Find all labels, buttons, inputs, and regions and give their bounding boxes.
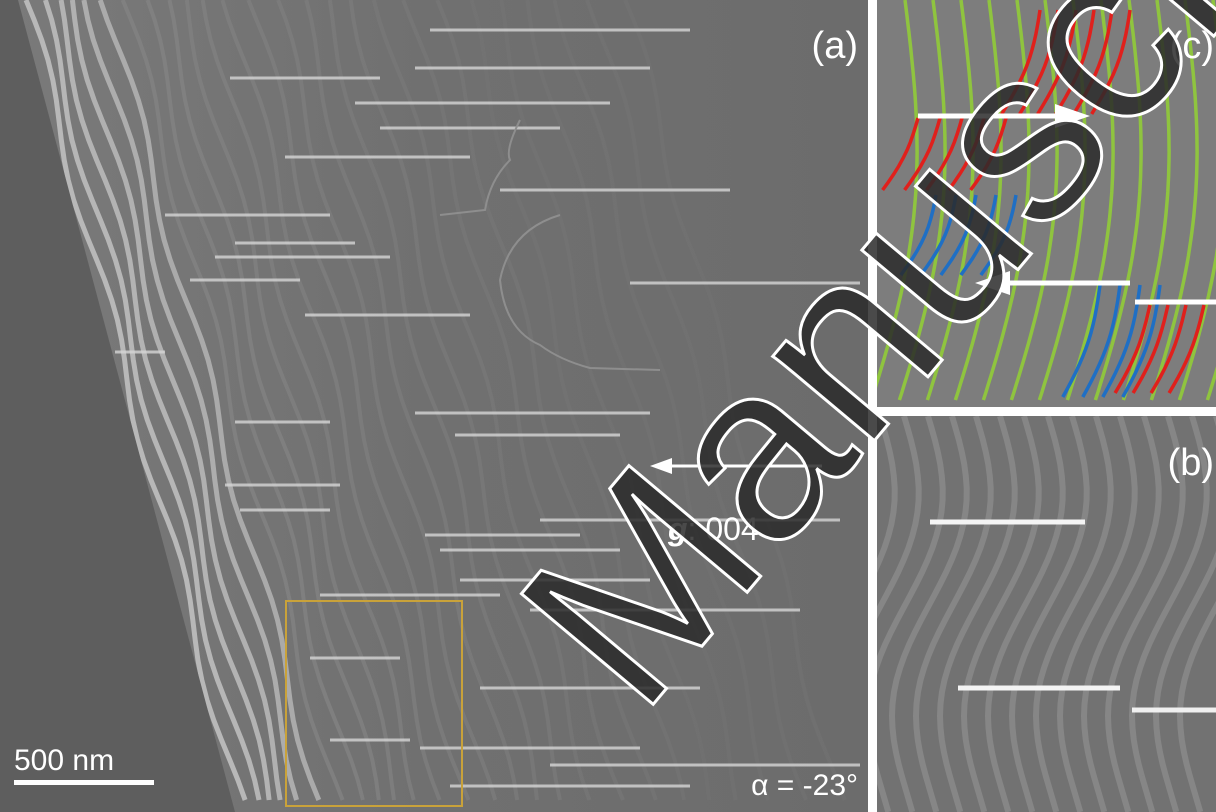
panel-a: (a) g: 004 500 nm α = -23° <box>0 0 868 812</box>
fringe-trace <box>1018 9 1060 115</box>
fringe <box>58 0 272 801</box>
panel-label: (c) <box>1170 25 1214 67</box>
fringe-trace <box>1167 304 1206 394</box>
fringe-trace <box>903 117 942 192</box>
fringe <box>220 0 442 801</box>
fringe-trace <box>1000 9 1042 115</box>
fringe <box>1008 416 1090 812</box>
fringe <box>81 0 299 801</box>
fringe <box>23 0 248 801</box>
arrow-head <box>650 458 672 474</box>
fringe <box>1176 600 1216 812</box>
fringe <box>1032 416 1114 812</box>
fringe-trace <box>899 194 938 277</box>
fringe-trace <box>1009 0 1059 401</box>
fringe-trace <box>1072 9 1114 115</box>
fringe-trace <box>925 0 975 401</box>
vacuum <box>0 0 235 812</box>
fringe <box>552 0 771 801</box>
panel-label: (a) <box>812 25 858 67</box>
fringe <box>435 0 658 801</box>
fringe <box>888 416 970 812</box>
fringe-trace <box>1065 0 1115 401</box>
fringe-trace <box>881 117 920 192</box>
fringe <box>348 0 562 801</box>
fringe <box>1128 416 1210 812</box>
fringe <box>469 0 687 801</box>
traced-fringes <box>877 0 1216 401</box>
fringe <box>276 0 498 801</box>
fringe-trace <box>925 117 964 192</box>
fringe <box>1104 416 1186 812</box>
fringe-trace <box>1177 0 1216 401</box>
inset-box <box>285 600 463 807</box>
fringe <box>1056 416 1138 812</box>
fringe <box>401 0 625 801</box>
panel-b: (b) <box>877 416 1216 812</box>
fringe-trace <box>969 117 1008 192</box>
arrow-head <box>975 271 1010 295</box>
fringe-trace <box>1081 284 1122 398</box>
fringe-trace <box>1061 284 1102 398</box>
fringe <box>327 0 539 801</box>
dislocations <box>115 28 860 788</box>
g-vector-label: g: 004 <box>667 511 759 547</box>
fringe <box>877 416 946 812</box>
fringe-trace <box>1149 0 1199 401</box>
fringe <box>43 0 262 801</box>
fringe <box>877 416 922 620</box>
fringe-trace <box>1093 0 1143 401</box>
fringe-trace <box>1131 304 1170 394</box>
thickness-fringes <box>877 416 1216 812</box>
fringe <box>936 416 1018 812</box>
fringe <box>145 0 365 801</box>
fringe-trace <box>1054 9 1096 115</box>
fringe <box>371 0 592 801</box>
fringe <box>1080 416 1162 812</box>
fringe <box>877 416 898 574</box>
arrow-head <box>1055 104 1090 128</box>
fringe <box>585 0 808 801</box>
fringe-trace <box>979 194 1018 277</box>
loop-line <box>439 119 661 371</box>
tilt-label: α = -23° <box>751 769 858 802</box>
fringe <box>200 0 416 801</box>
fringe <box>499 0 711 801</box>
fringe-trace <box>1113 304 1152 394</box>
g-symbol: g <box>667 511 688 547</box>
fringe-trace <box>1149 304 1188 394</box>
fringe <box>69 0 283 801</box>
fringe <box>246 0 471 801</box>
fringe-trace <box>953 0 1003 401</box>
fringe-trace <box>959 194 998 277</box>
fringe <box>167 0 381 801</box>
fringe <box>120 0 345 801</box>
panel-c: (c) <box>877 0 1216 407</box>
fringe-trace <box>947 117 986 192</box>
fringe <box>184 0 396 801</box>
fringe-trace <box>1090 9 1132 115</box>
fringe-trace <box>1036 9 1078 115</box>
fringe <box>960 416 1042 812</box>
scale-label: 500 nm <box>14 744 114 777</box>
g-index: : 004 <box>688 511 759 547</box>
fringe <box>912 416 994 812</box>
fringe-trace <box>919 194 958 277</box>
fringe <box>1152 416 1216 812</box>
fringe-trace <box>939 194 978 277</box>
fringe-trace <box>897 0 947 401</box>
scale-bar <box>14 780 154 785</box>
fringe <box>525 0 738 801</box>
thickness-fringes <box>23 0 847 801</box>
fringe <box>304 0 520 801</box>
fringe <box>984 416 1066 812</box>
fringe-trace <box>877 0 919 389</box>
fringe <box>623 0 847 801</box>
panel-label: (b) <box>1168 442 1214 484</box>
